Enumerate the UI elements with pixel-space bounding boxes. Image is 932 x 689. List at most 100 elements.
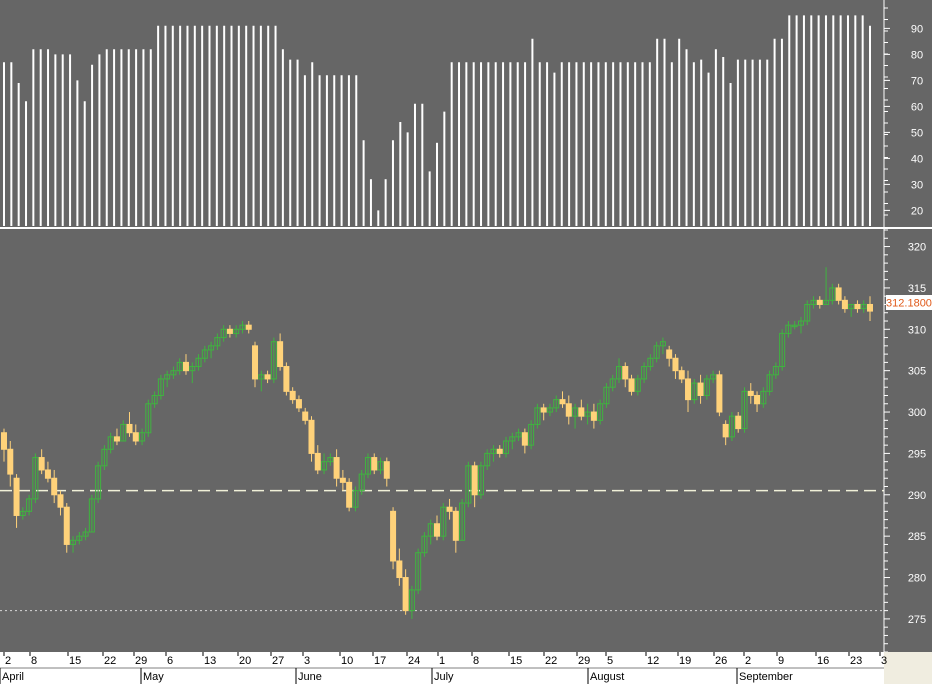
candle-body: [760, 390, 767, 405]
candle-body: [415, 552, 422, 591]
candle-body: [145, 403, 152, 434]
candle-body: [546, 407, 553, 413]
candle-body: [867, 303, 873, 312]
lower-y-tick-label: 290: [908, 490, 926, 502]
candle-body: [477, 465, 484, 496]
candle-body: [540, 407, 547, 413]
month-label: August: [590, 671, 624, 683]
candle-body: [233, 328, 240, 334]
candle-body: [346, 481, 353, 508]
candle-body: [26, 498, 33, 512]
corner-box: [884, 652, 932, 684]
candle-body: [151, 394, 158, 405]
day-tick-label: 29: [135, 655, 147, 667]
lower-y-tick-label: 320: [908, 242, 926, 254]
upper-panel: [3, 15, 871, 226]
month-label: May: [143, 671, 164, 683]
candle-body: [509, 436, 516, 442]
candle-body: [728, 415, 735, 438]
month-label: September: [739, 671, 793, 683]
candle-body: [383, 461, 390, 479]
lower-y-tick-label: 315: [908, 283, 926, 295]
candle-body: [126, 423, 133, 434]
candle-body: [390, 510, 397, 562]
candle-body: [220, 328, 227, 339]
candle-body: [302, 411, 309, 421]
day-tick-labels: 2 8 15 22 29 6 13 20 27 3 10 17 24 1 8 15 22 29 5 12 19 26 2 9 1…: [3, 652, 887, 667]
lower-y-tick-label: 280: [908, 573, 926, 585]
upper-y-tick-label: 60: [911, 101, 923, 113]
candle-body: [747, 390, 754, 396]
candle-body: [785, 324, 792, 334]
candle-body: [252, 345, 259, 380]
candle-body: [63, 506, 70, 545]
candle-body: [722, 423, 729, 438]
candle-body: [314, 452, 321, 471]
day-tick-label: 3: [304, 655, 310, 667]
upper-y-tick-label: 80: [911, 49, 923, 61]
candle-body: [854, 303, 861, 310]
candle-body: [95, 465, 102, 500]
candle-body: [434, 523, 440, 537]
candle-body: [597, 403, 604, 421]
day-tick-label: 10: [341, 655, 353, 667]
candle-body: [239, 324, 246, 330]
candle-body: [19, 510, 26, 516]
day-tick-label: 3: [881, 655, 887, 667]
candle-body: [277, 341, 284, 368]
day-tick-label: 15: [510, 655, 522, 667]
candle-body: [816, 299, 823, 305]
upper-y-tick-label: 30: [911, 179, 923, 191]
candle-body: [515, 432, 522, 438]
lower-panel: [0, 267, 884, 619]
day-tick-label: 26: [715, 655, 727, 667]
candle-body: [32, 457, 39, 500]
candle-body: [139, 432, 146, 442]
day-tick-label: 29: [578, 655, 590, 667]
day-tick-label: 5: [607, 655, 613, 667]
month-label: June: [298, 671, 322, 683]
candle-body: [766, 374, 773, 392]
month-label: July: [434, 671, 454, 683]
candle-body: [427, 523, 434, 537]
candle-body: [685, 378, 692, 401]
day-tick-label: 8: [473, 655, 479, 667]
candle-body: [465, 465, 472, 504]
candle-body: [339, 477, 346, 483]
candle-body: [779, 332, 786, 368]
candle-body: [201, 349, 208, 359]
candle-body: [195, 357, 202, 368]
candle-body: [829, 287, 836, 301]
day-tick-label: 20: [239, 655, 251, 667]
day-tick-label: 22: [545, 655, 557, 667]
candle-body: [446, 506, 453, 512]
day-tick-label: 16: [817, 655, 829, 667]
candle-body: [364, 457, 371, 475]
lower-y-tick-label: 305: [908, 366, 926, 378]
candle-body: [659, 341, 666, 347]
candle-body: [590, 411, 597, 421]
candle-body: [860, 303, 867, 310]
last-price-label: 312.1800: [886, 298, 932, 310]
candle-body: [634, 378, 641, 392]
day-tick-label: 19: [679, 655, 691, 667]
day-tick-label: 2: [5, 655, 11, 667]
candle-body: [703, 378, 710, 396]
candle-body: [440, 506, 447, 537]
candle-body: [289, 390, 296, 401]
candle-body: [101, 448, 108, 467]
day-tick-label: 1: [439, 655, 445, 667]
day-tick-label: 27: [272, 655, 284, 667]
candle-body: [578, 407, 585, 417]
candle-body: [51, 477, 58, 496]
candle-body: [603, 386, 610, 405]
candle-body: [710, 374, 717, 380]
candle-body: [496, 448, 503, 454]
candle-body: [503, 440, 510, 454]
candle-body: [484, 452, 491, 467]
candle-body: [189, 366, 196, 372]
candle-body: [321, 461, 328, 471]
candle-body: [615, 366, 622, 380]
candle-body: [270, 341, 277, 380]
